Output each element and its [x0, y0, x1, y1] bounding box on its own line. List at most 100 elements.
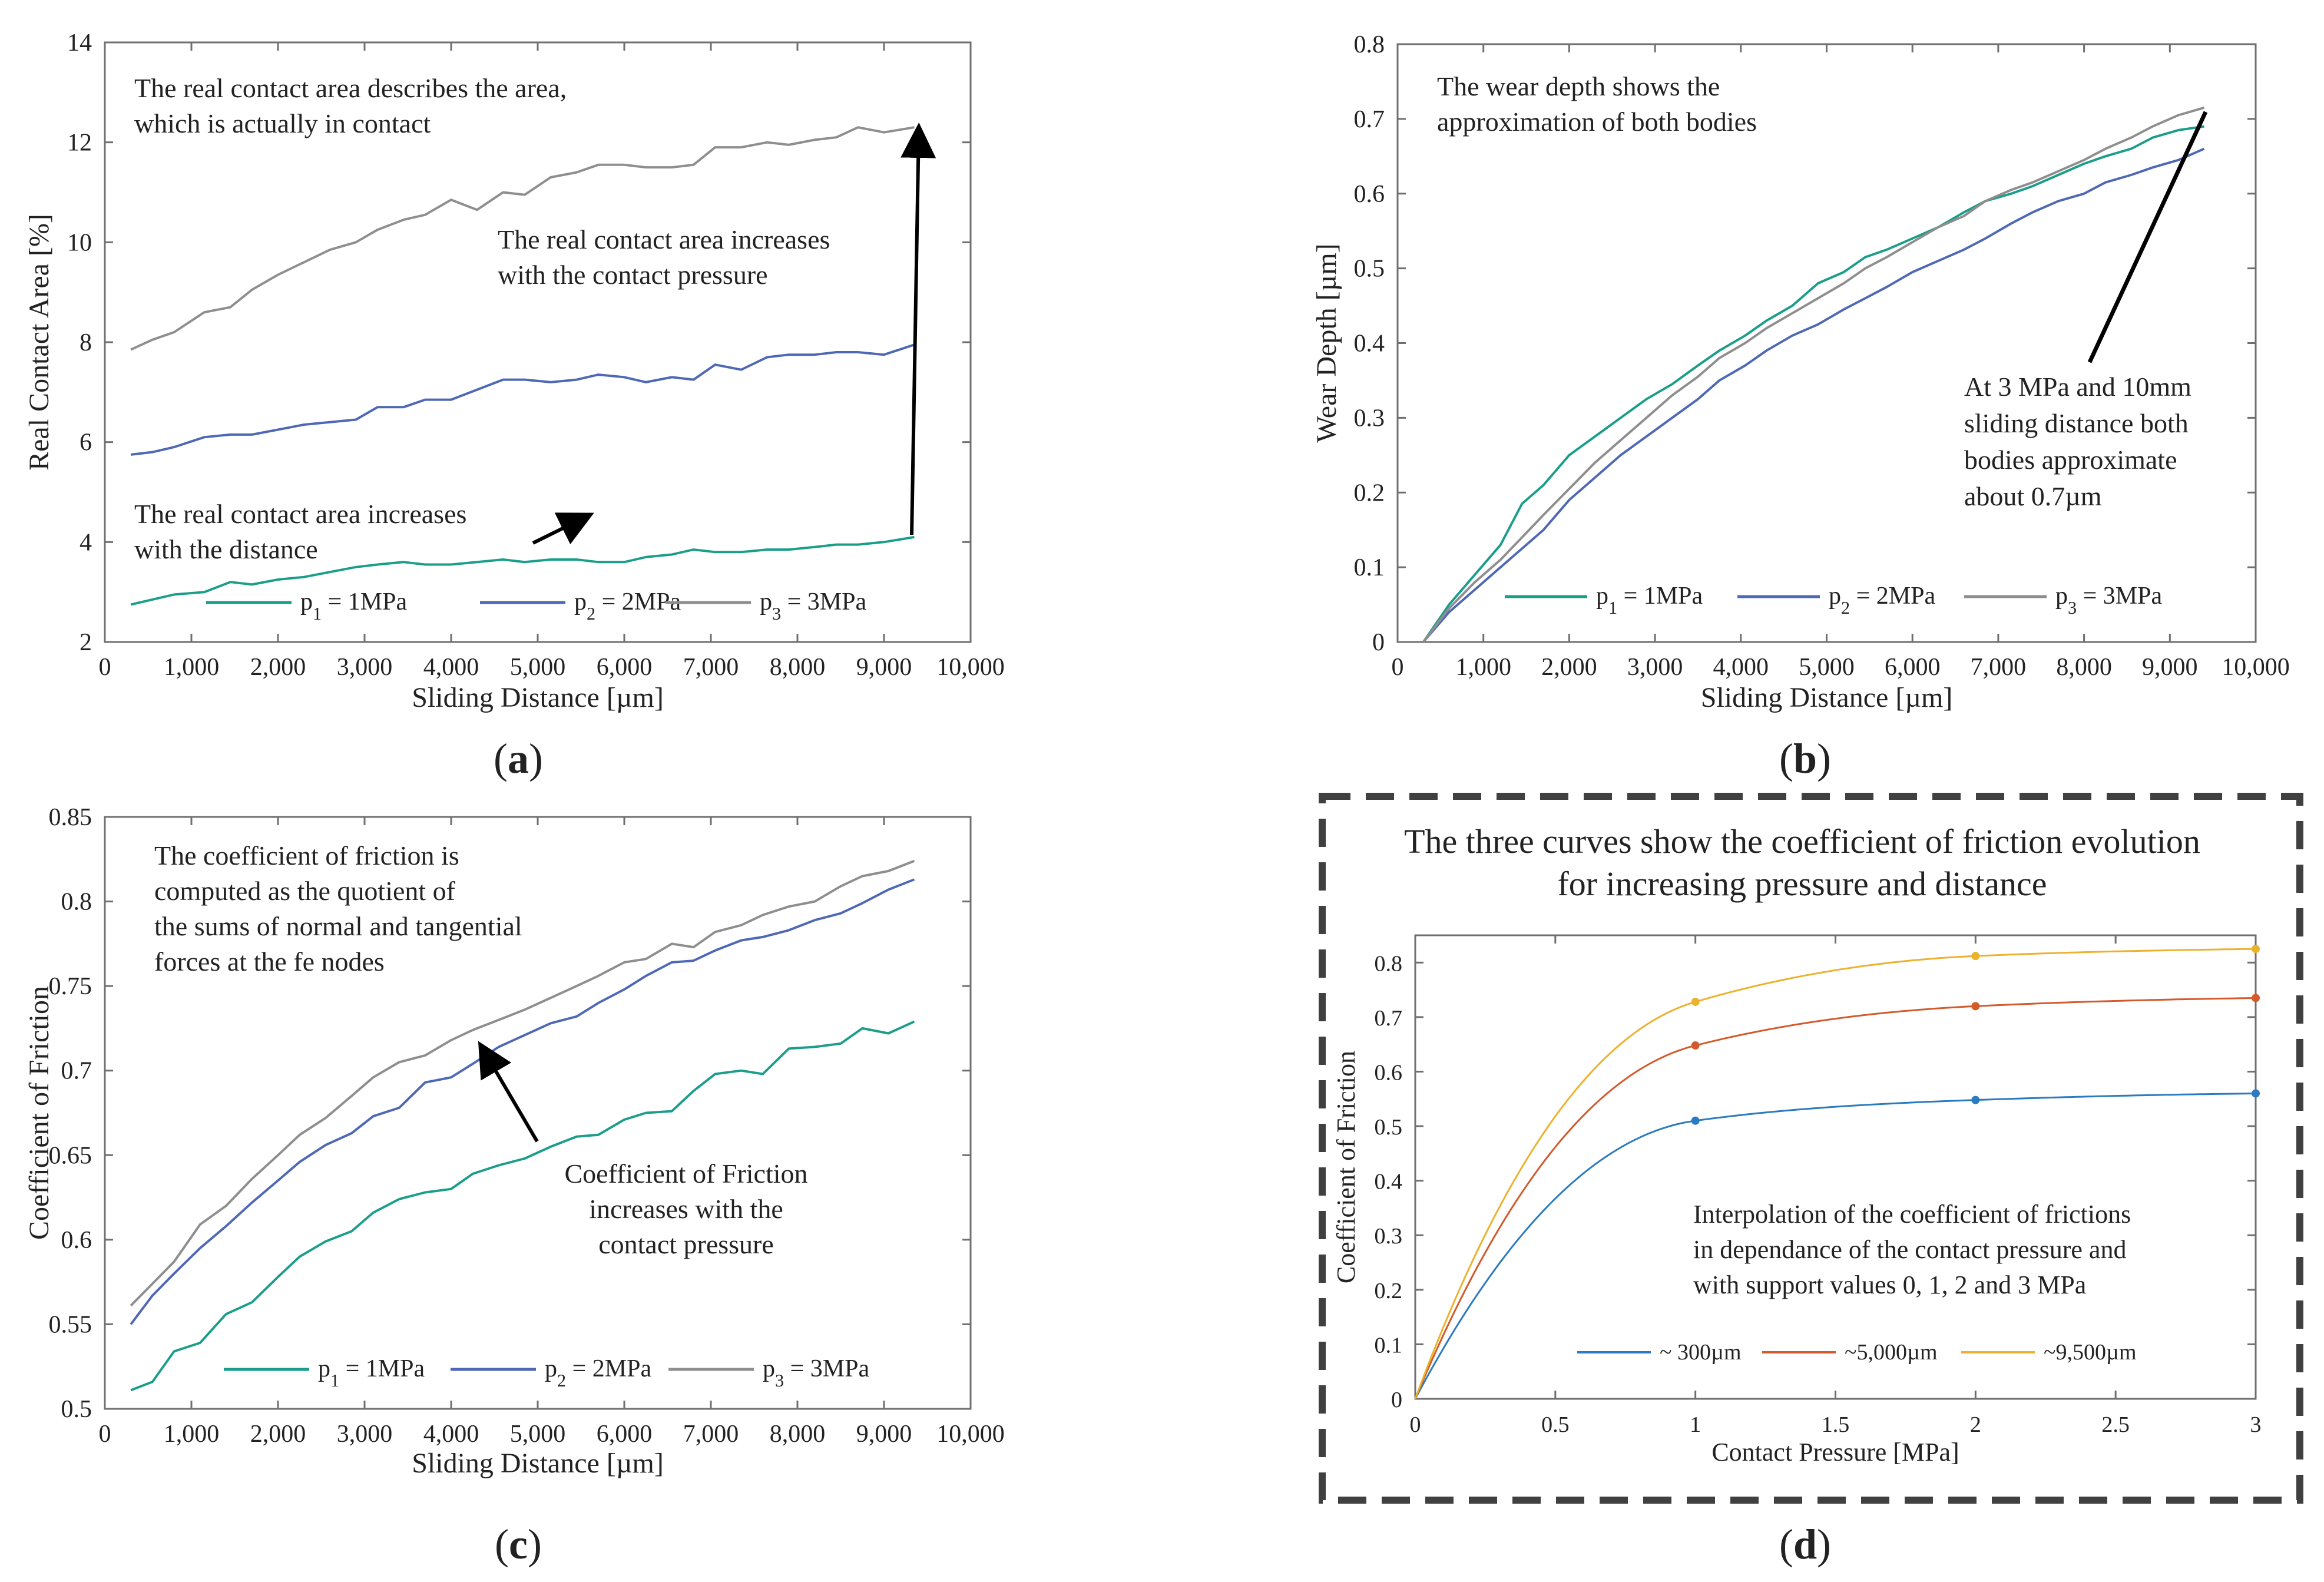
x-tick-label: 0 [1392, 654, 1404, 681]
x-tick-label: 9,000 [856, 654, 912, 681]
x-tick-label: 10,000 [2222, 654, 2290, 681]
y-tick-label: 14 [67, 29, 92, 57]
y-tick-label: 0.65 [49, 1142, 92, 1169]
support-point [1691, 1041, 1700, 1050]
x-tick-label: 0 [1410, 1412, 1421, 1437]
series-line-2 [1422, 147, 2205, 643]
x-tick-label: 5,000 [1799, 654, 1855, 681]
chart-b-arrow-approximate [2087, 111, 2208, 363]
x-tick-label: 2 [1970, 1412, 1981, 1437]
chart-d-friction-interpolation: 0 0.5 1 1.5 2 2.5 3 0 0.1 0.2 0.3 0.4 0.5 0.6 0.7 0.8 Co… [1332, 934, 2262, 1467]
y-tick-label: 2 [80, 629, 92, 656]
y-tick-label: 0.55 [49, 1311, 92, 1338]
x-tick-label: 1,000 [1455, 654, 1511, 681]
y-tick-label: 0 [1372, 629, 1385, 656]
y-tick-label: 0.7 [1375, 1006, 1403, 1031]
chart-d-title-line-1: The three curves show the coefficient of… [1404, 822, 2200, 860]
y-tick-label: 0.85 [49, 804, 92, 831]
y-tick-label: 0.8 [61, 889, 92, 916]
y-tick-label: 10 [67, 229, 92, 256]
chart-d-title-line-2: for increasing pressure and distance [1557, 865, 2047, 903]
x-tick-label: 7,000 [683, 654, 739, 681]
y-tick-label: 0.75 [49, 973, 92, 1000]
panel-label-d: (d) [1779, 1521, 1831, 1568]
series-line-3 [130, 859, 915, 1307]
y-axis-label: Real Contact Area [%] [24, 214, 55, 471]
support-point [2252, 945, 2260, 954]
x-tick-label: 2.5 [2101, 1412, 2130, 1437]
support-point [1971, 952, 1980, 961]
y-tick-label: 4 [80, 529, 92, 556]
series-line-3 [1422, 106, 2205, 643]
support-point [1691, 1116, 1700, 1125]
y-tick-label: 0.3 [1354, 405, 1385, 432]
chart-b-wear-depth: 0 1,000 2,000 3,000 4,000 5,000 6,000 7,000 8,00… [1311, 31, 2290, 713]
x-tick-label: 2,000 [1541, 654, 1597, 681]
y-tick-label: 6 [80, 429, 92, 456]
chart-a-arrow-distance [532, 512, 594, 545]
x-tick-label: 0.5 [1541, 1412, 1570, 1437]
x-axis-label: Sliding Distance [µm] [1701, 682, 1953, 713]
support-point [2252, 1089, 2260, 1098]
series-line-3 [130, 126, 915, 351]
y-tick-label: 0.5 [1375, 1115, 1403, 1140]
legend-entry-2: p2 = 2MPa [1829, 583, 1936, 618]
series-line-1 [130, 535, 915, 606]
legend-entry-3: ~9,500µm [2044, 1340, 2137, 1365]
series-line-3 [1414, 948, 2256, 1399]
y-tick-label: 0.5 [61, 1396, 92, 1423]
chart-a-arrow-pressure [901, 123, 936, 535]
support-point [2252, 994, 2260, 1002]
x-tick-label: 1.5 [1822, 1412, 1850, 1437]
chart-a-annotation-distance: The real contact area increases with the … [134, 499, 466, 564]
legend-entry-3: p3 = 3MPa [763, 1355, 870, 1391]
x-tick-label: 4,000 [423, 654, 479, 681]
chart-d-annotation-interpolation: Interpolation of the coefficient of fric… [1693, 1200, 2131, 1299]
x-tick-label: 7,000 [683, 1421, 739, 1448]
y-tick-label: 0 [1391, 1388, 1402, 1412]
x-tick-label: 6,000 [597, 1421, 653, 1448]
chart-c-annotation-computation: The coefficient of friction is computed a… [154, 840, 522, 977]
x-tick-label: 1,000 [164, 654, 220, 681]
legend-entry-3: p3 = 3MPa [2055, 583, 2163, 618]
x-tick-label: 10,000 [936, 654, 1005, 681]
x-tick-label: 9,000 [856, 1421, 912, 1448]
series-line-2 [1414, 997, 2256, 1399]
support-point [1691, 997, 1700, 1006]
x-tick-label: 0 [99, 1421, 111, 1448]
series-line-1 [130, 1020, 915, 1392]
legend-entry-2: ~5,000µm [1845, 1340, 1938, 1365]
x-tick-label: 5,000 [510, 654, 566, 681]
x-tick-label: 3,000 [337, 1421, 393, 1448]
y-tick-label: 0.6 [61, 1227, 92, 1254]
y-tick-label: 0.3 [1375, 1224, 1403, 1249]
panel-label-a: (a) [494, 735, 543, 782]
support-point [1971, 1096, 1980, 1104]
support-point [1971, 1002, 1980, 1011]
y-tick-label: 0.1 [1375, 1333, 1403, 1358]
x-tick-label: 3,000 [337, 654, 393, 681]
series-line-2 [130, 343, 915, 456]
series-line-1 [1414, 1093, 2256, 1399]
legend-entry-1: p1 = 1MPa [318, 1355, 425, 1391]
y-tick-label: 0.5 [1354, 256, 1385, 283]
x-tick-label: 3 [2250, 1412, 2262, 1437]
y-tick-label: 0.4 [1375, 1170, 1403, 1194]
y-tick-label: 12 [67, 130, 92, 157]
x-tick-label: 8,000 [2056, 654, 2112, 681]
y-axis-label: Coefficient of Friction [24, 986, 55, 1240]
y-tick-label: 0.2 [1354, 479, 1385, 507]
x-axis-label: Sliding Distance [µm] [412, 1448, 664, 1479]
chart-a-annotation-definition: The real contact area describes the area… [134, 73, 567, 138]
chart-b-annotation-wear-depth: The wear depth shows the approximation of… [1437, 71, 1757, 137]
panel-label-b: (b) [1779, 735, 1831, 782]
x-tick-label: 4,000 [1713, 654, 1769, 681]
x-tick-label: 10,000 [936, 1421, 1005, 1448]
x-axis-label: Sliding Distance [µm] [412, 682, 664, 713]
x-axis-label: Contact Pressure [MPa] [1711, 1438, 1959, 1467]
chart-a-annotation-pressure: The real contact area increases with the … [498, 224, 830, 290]
x-tick-label: 9,000 [2142, 654, 2198, 681]
legend-entry-2: p2 = 2MPa [545, 1355, 652, 1391]
